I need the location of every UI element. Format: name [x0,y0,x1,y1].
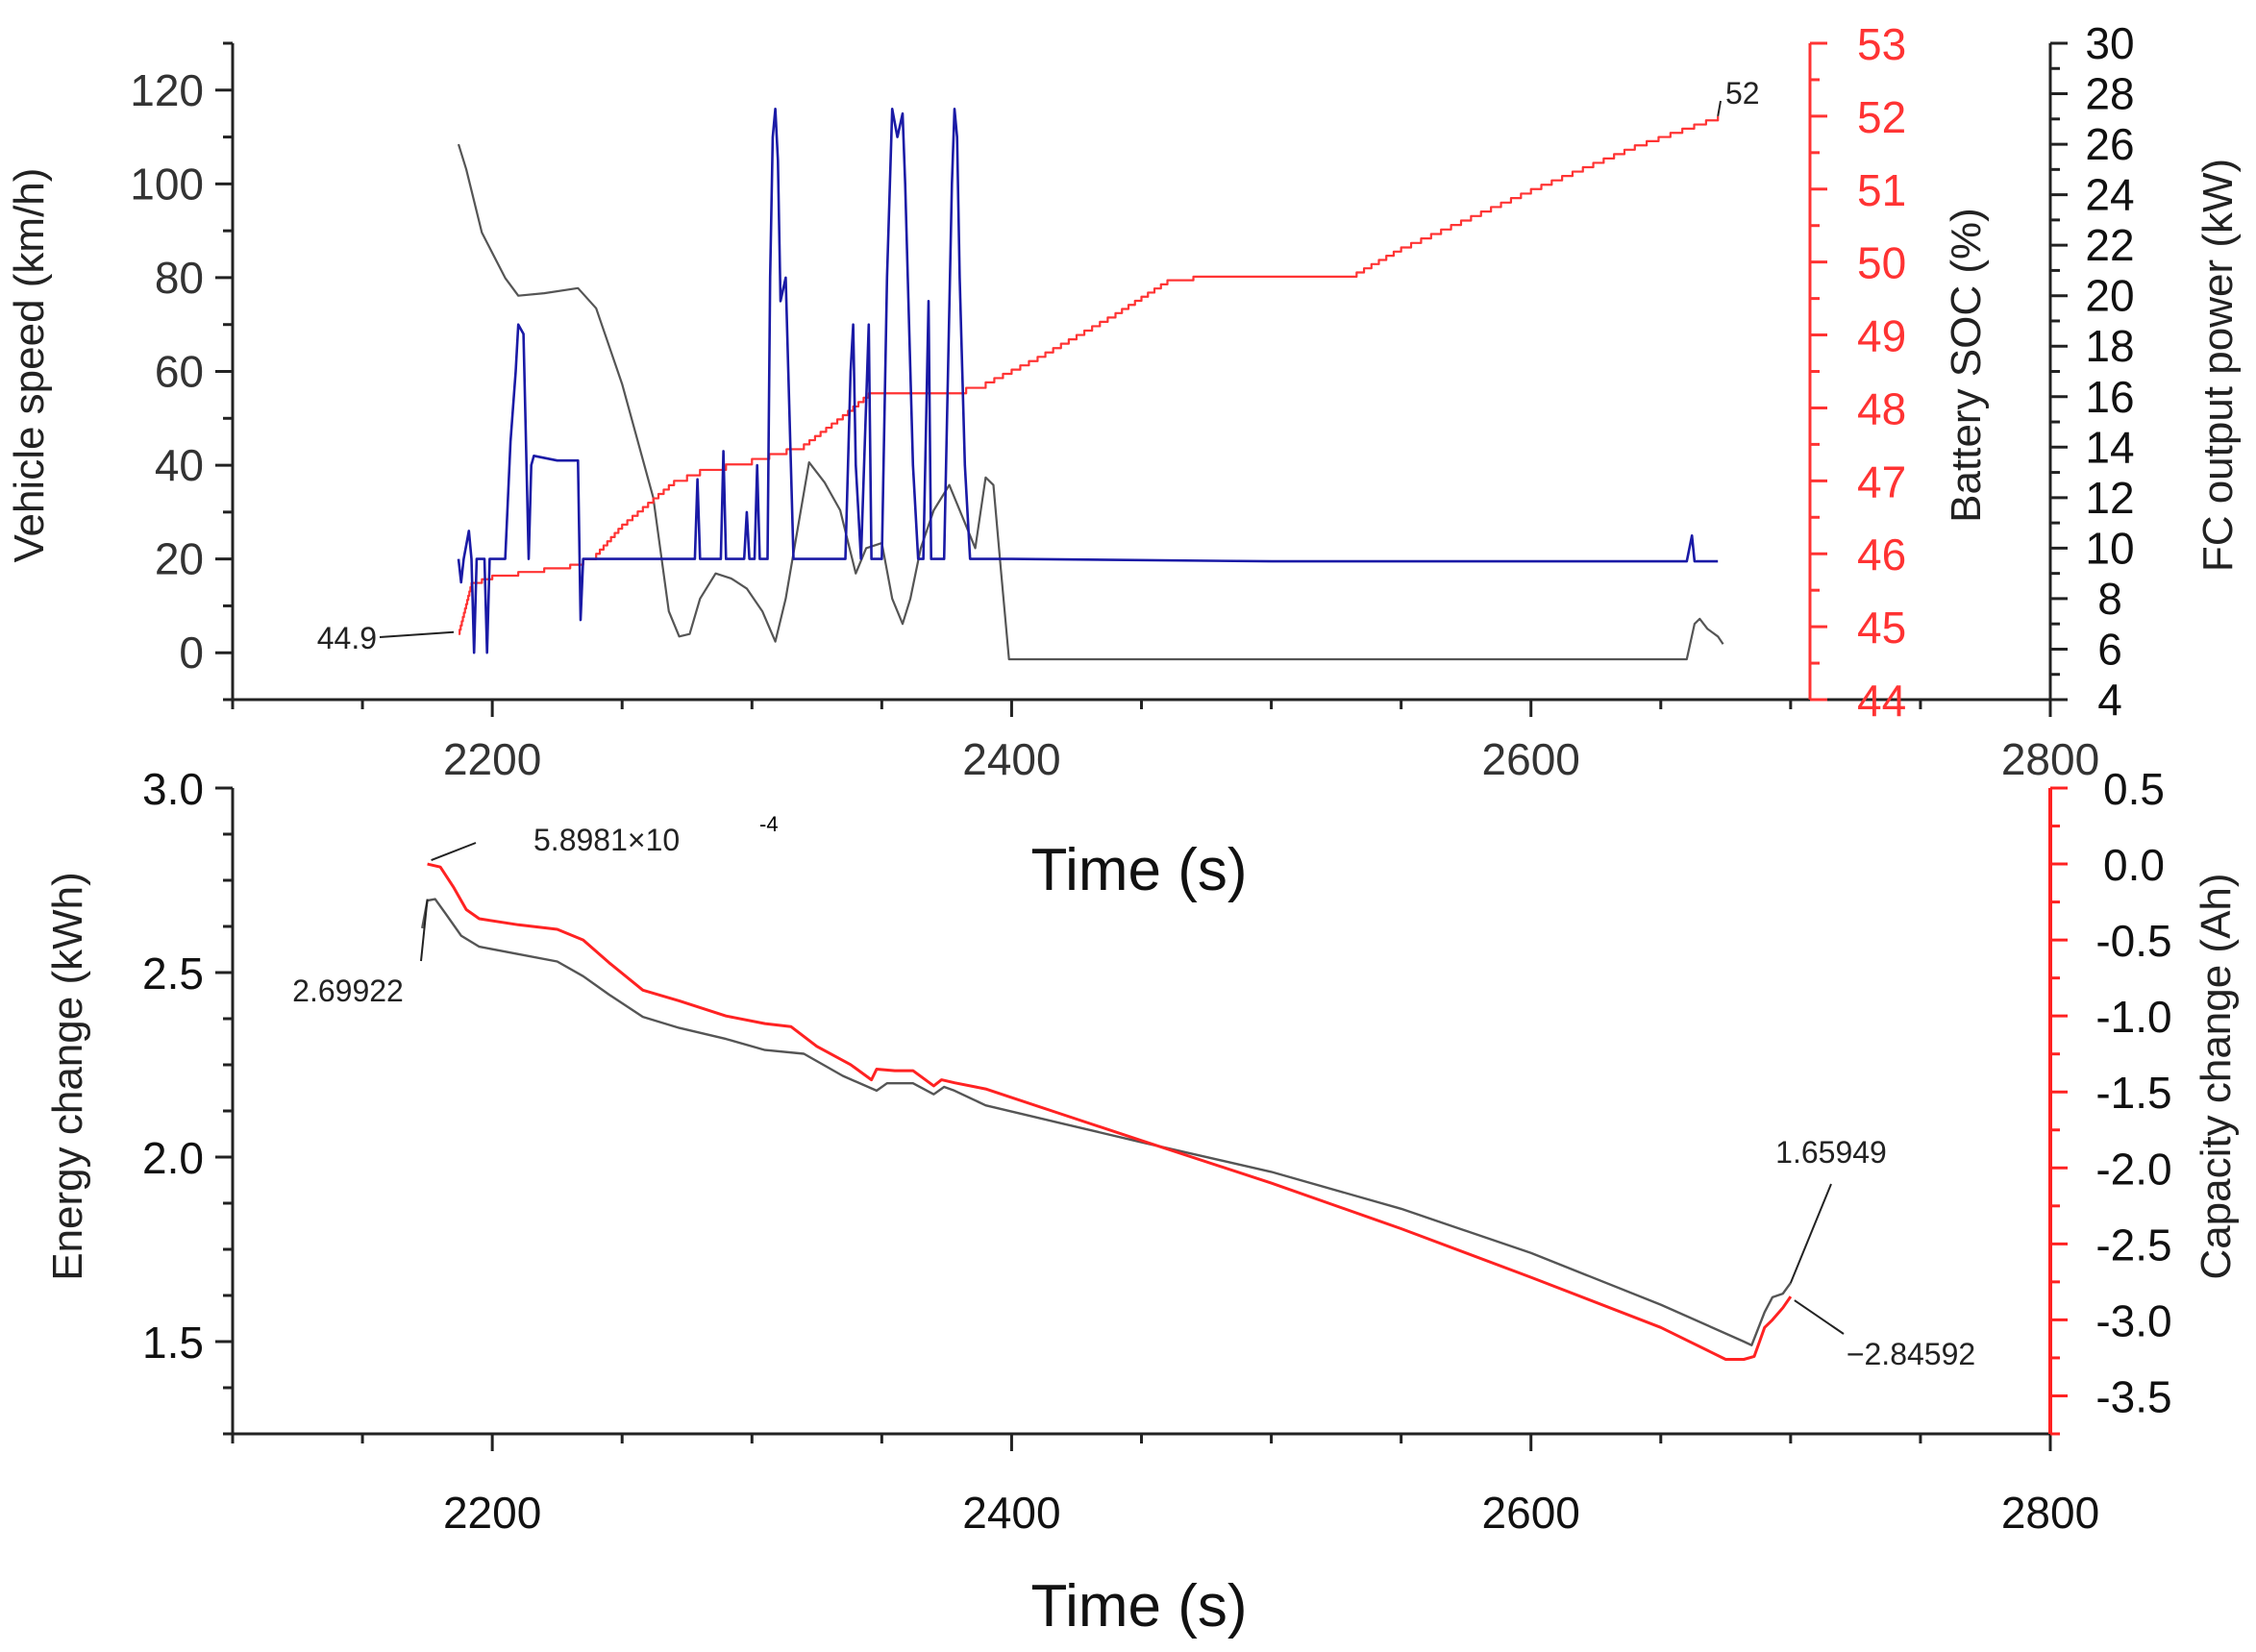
top-x-tick-label: 2200 [443,734,541,784]
annotation-leader-line [420,899,429,962]
fc-tick-label: 12 [2085,473,2134,523]
annotation-leader-line [1789,1183,1832,1284]
bottom-panel: 2200 2400 2600 2800 1.5 2.0 2.5 3.0 -3.5 -3.0 -2.5… [44,764,2240,1640]
capacity-tick-label: -1.5 [2095,1068,2171,1118]
capacity-tick-label: -1.0 [2095,992,2171,1042]
fc-tick-label: 20 [2085,271,2134,321]
annotation-leader-line [1717,100,1722,117]
bottom-x-axis-title: Time (s) [1031,1573,1248,1640]
speed-series-line [457,108,1719,654]
speed-tick-label: 60 [155,347,204,397]
annotation-leader-line [379,630,455,638]
soc-tick-label: 47 [1857,456,1906,506]
fc-tick-label: 8 [2097,574,2122,624]
bottom-x-tick-label: 2400 [962,1488,1060,1538]
fc-tick-label: 22 [2085,220,2134,270]
fc-tick-label: 6 [2097,624,2122,674]
soc-tick-label: 48 [1857,383,1906,433]
bottom-series [421,862,1793,1361]
fc-tick-label: 14 [2085,422,2134,472]
soc-series-line [459,115,1720,635]
capacity-tick-label: 0.5 [2103,764,2165,814]
fc-tick-label: 26 [2085,119,2134,169]
annotation-energy-start: 2.69922 [292,974,404,1008]
bottom-x-tick-label: 2600 [1482,1488,1580,1538]
fc-axis-title: FC output power (kW) [2194,159,2242,572]
energy-series-line [421,898,1792,1346]
soc-tick-label: 46 [1857,530,1906,579]
speed-tick-label: 20 [155,534,204,584]
capacity-tick-label: -0.5 [2095,916,2171,966]
soc-tick-label: 52 [1857,92,1906,142]
soc-tick-label: 53 [1857,19,1906,69]
top-series [457,108,1724,661]
capacity-series-line [427,862,1793,1361]
annotation-leader-line [1794,1299,1845,1335]
annotation-capacity-start: 5.8981×10 [533,823,680,857]
energy-tick-label: 3.0 [142,764,204,814]
top-x-tick-label: 2800 [2001,734,2099,784]
bottom-x-tick-label: 2800 [2001,1488,2099,1538]
top-x-tick-label: 2600 [1482,734,1580,784]
energy-tick-label: 1.5 [142,1318,204,1368]
capacity-tick-label: -3.5 [2095,1371,2171,1421]
energy-tick-label: 2.0 [142,1133,204,1183]
fc-tick-label: 4 [2097,675,2122,725]
fc-tick-label: 16 [2085,372,2134,422]
bottom-x-tick-label: 2200 [443,1488,541,1538]
speed-tick-label: 100 [130,159,204,209]
top-ticks: 2200 2400 2600 2800 0 20 40 60 80 100 120 44 45 46 47 4… [130,18,2134,784]
soc-tick-label: 44 [1857,676,1906,726]
energy-tick-label: 2.5 [142,949,204,999]
bottom-ticks: 2200 2400 2600 2800 1.5 2.0 2.5 3.0 -3.5 -3.0 -2.5… [142,764,2172,1538]
bottom-annotations: 5.8981×10 -4 2.69922 1.65949 −2.84592 [292,812,1975,1371]
annotation-superscript: -4 [759,812,779,836]
soc-tick-label: 50 [1857,238,1906,288]
capacity-axis-title: Capacity change (Ah) [2193,873,2240,1279]
annotation-leader-line [431,842,477,861]
speed-tick-label: 80 [155,253,204,303]
top-x-tick-label: 2400 [962,734,1060,784]
fc-tick-label: 30 [2085,18,2134,68]
speed-tick-label: 120 [130,65,204,115]
capacity-tick-label: -3.0 [2095,1295,2171,1345]
capacity-tick-label: 0.0 [2103,840,2165,890]
annotation-energy-end: 1.65949 [1775,1135,1887,1170]
soc-tick-label: 49 [1857,311,1906,361]
energy-axis-title: Energy change (kWh) [44,872,91,1281]
annotation-soc-end: 52 [1725,76,1760,111]
top-annotations: 44.9 52 [317,76,1760,655]
fc-series-line [457,143,1724,661]
soc-tick-label: 51 [1857,165,1906,215]
annotation-soc-start: 44.9 [317,621,377,655]
speed-tick-label: 0 [179,628,204,678]
fc-tick-label: 18 [2085,321,2134,371]
fc-tick-label: 28 [2085,69,2134,119]
annotation-capacity-end: −2.84592 [1847,1337,1975,1371]
soc-axis-title: Battery SOC (%) [1943,208,1990,523]
capacity-tick-label: -2.5 [2095,1220,2171,1270]
fc-tick-label: 24 [2085,170,2134,220]
top-panel: 2200 2400 2600 2800 0 20 40 60 80 100 120 44 45 46 47 4… [6,18,2242,903]
speed-tick-label: 40 [155,440,204,490]
fc-tick-label: 10 [2085,523,2134,573]
capacity-tick-label: -2.0 [2095,1144,2171,1194]
top-x-axis-title: Time (s) [1031,837,1248,903]
soc-tick-label: 45 [1857,603,1906,653]
speed-axis-title: Vehicle speed (km/h) [6,168,53,563]
